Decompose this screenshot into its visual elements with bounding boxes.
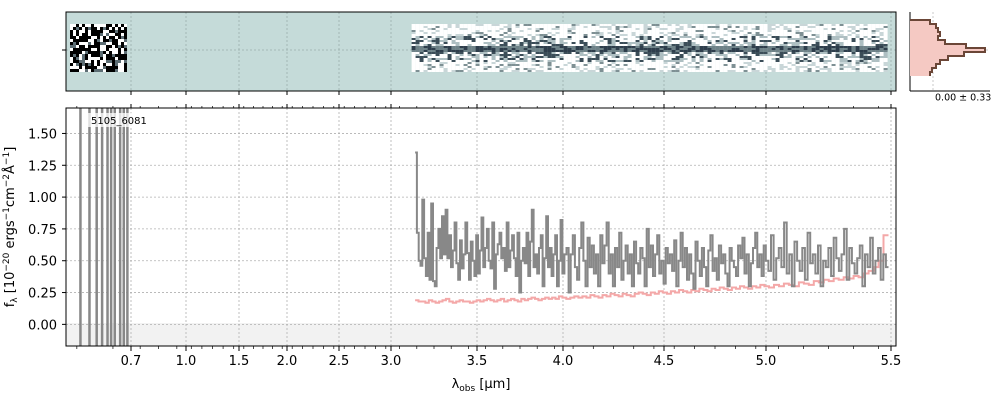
x-tick-label: 1.0 [176,354,197,369]
y-tick-label: 0.75 [28,223,57,238]
x-tick-label: 5.0 [756,354,777,369]
object-label: 5105_6081 [91,116,147,127]
x-tick-label: 0.7 [121,354,142,369]
y-tick-label: 1.00 [28,191,57,206]
x-tick-label: 2.0 [277,354,298,369]
y-axis-label: fλ [10−20 ergs−1cm−2Å−1] [2,147,20,308]
x-tick-label: 2.5 [329,354,350,369]
model-series-line [415,234,889,304]
x-tick-label: 3.0 [381,354,402,369]
y-tick-label: 0.00 [28,318,57,333]
y-tick-label: 0.50 [28,255,57,270]
x-tick-label: 1.5 [229,354,250,369]
spectrum-1d-panel: 5105_6081 0.7 1.0 1.5 2.0 2.5 3.0 3.5 4.0 4.5 5.0… [28,91,901,369]
x-tick-label: 4.0 [553,354,574,369]
side-panel-label: 0.00 ± 0.33 [935,92,991,103]
x-tick-label: 5.5 [881,354,902,369]
x-axis-label: λobs [μm] [452,377,511,394]
spectrum-2d-panel [62,11,897,92]
y-tick-label: 1.25 [28,159,57,174]
y-tick-label: 0.25 [28,287,57,302]
profile-line [910,19,986,76]
x-tick-label: 4.5 [654,354,675,369]
x-tick-label: 3.5 [467,354,488,369]
profile-fill [910,20,985,76]
flux-series-line [415,151,889,294]
y-tick-label: 1.50 [28,127,57,142]
profile-side-panel: 0.00 ± 0.33 [909,12,991,103]
